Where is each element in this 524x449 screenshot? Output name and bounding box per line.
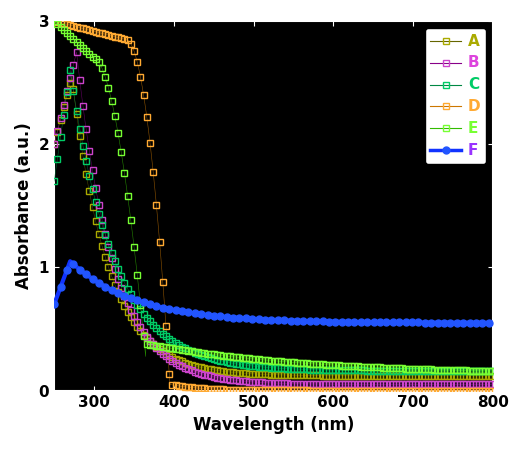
X-axis label: Wavelength (nm): Wavelength (nm) [193,416,354,434]
Legend: A, B, C, D, E, F: A, B, C, D, E, F [425,28,486,164]
Y-axis label: Absorbance (a.u.): Absorbance (a.u.) [15,123,33,289]
